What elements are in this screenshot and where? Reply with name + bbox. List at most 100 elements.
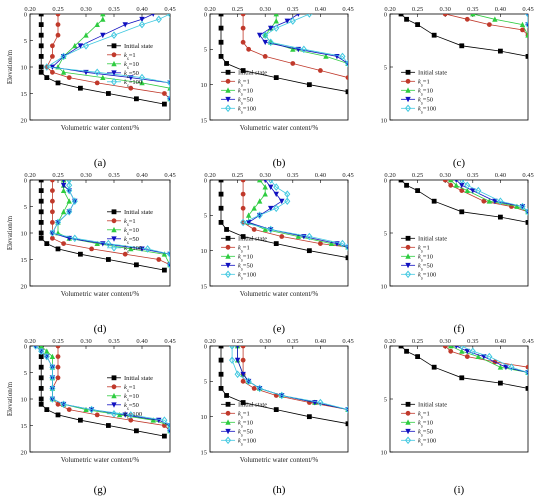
data-point <box>345 75 348 80</box>
plot-frame <box>209 13 349 121</box>
plot-frame <box>389 13 529 121</box>
data-point <box>128 417 134 423</box>
legend-marker <box>405 235 411 241</box>
data-point <box>50 220 55 225</box>
data-point <box>262 54 268 59</box>
data-point <box>66 198 72 204</box>
data-point <box>139 16 145 23</box>
data-point <box>66 186 73 195</box>
y-tick-label: 5 <box>204 379 207 386</box>
data-point <box>134 428 139 434</box>
series-line <box>237 346 348 410</box>
legend-label: ks=1 <box>418 411 430 421</box>
data-point <box>134 96 139 102</box>
x-tick-label: 0.35 <box>108 6 119 13</box>
x-tick-label: 0.45 <box>342 338 353 345</box>
x-tick-label: 0.45 <box>164 338 175 345</box>
data-point <box>267 38 274 47</box>
legend-marker <box>111 226 117 233</box>
data-point <box>106 91 111 96</box>
legend-marker <box>405 244 411 250</box>
x-tick-label: 0.35 <box>108 338 119 345</box>
data-point <box>459 182 465 189</box>
data-point <box>262 191 268 197</box>
data-point <box>38 375 44 381</box>
y-tick-label: 20 <box>21 117 28 124</box>
data-point <box>50 180 55 183</box>
series-1 <box>240 14 348 80</box>
data-point <box>38 220 44 225</box>
y-tick-label: 10 <box>201 414 208 421</box>
data-point <box>94 80 100 86</box>
x-tick-label: 0.40 <box>315 172 326 179</box>
data-point <box>240 357 246 363</box>
legend-marker <box>111 402 117 408</box>
y-tick-label: 20 <box>21 449 28 456</box>
data-point <box>55 364 61 370</box>
legend-label: ks=50 <box>238 429 253 439</box>
data-point <box>345 421 348 427</box>
x-tick-label: 0.20 <box>204 6 215 13</box>
legend-marker <box>225 428 231 435</box>
data-point <box>240 39 246 45</box>
data-point <box>234 357 241 364</box>
data-point <box>339 239 346 248</box>
series-0 <box>38 180 167 273</box>
series-line <box>242 346 348 410</box>
data-point <box>218 346 224 349</box>
x-tick-label: 0.25 <box>52 6 63 13</box>
data-point <box>481 198 487 204</box>
panel-label: (a) <box>94 157 107 169</box>
data-point <box>273 14 279 17</box>
x-tick-label: 0.25 <box>52 338 63 345</box>
legend-marker <box>225 96 231 103</box>
data-point <box>71 197 78 206</box>
legend-marker <box>111 52 117 58</box>
series-4 <box>49 180 170 269</box>
data-point <box>317 398 324 407</box>
legend-label: ks=50 <box>124 70 139 80</box>
legend-marker <box>225 401 231 407</box>
data-point <box>442 180 448 183</box>
legend-label: ks=50 <box>418 97 433 107</box>
data-point <box>94 240 100 246</box>
data-point <box>127 411 134 419</box>
data-point <box>55 375 61 381</box>
x-tick-label: 0.30 <box>80 172 91 179</box>
legend-label: ks=1 <box>124 52 136 62</box>
legend-label: ks=10 <box>418 254 433 264</box>
data-point <box>60 182 67 189</box>
data-point <box>236 346 240 349</box>
series-line <box>259 14 348 64</box>
data-point <box>525 386 528 391</box>
data-point <box>218 180 224 183</box>
x-tick-label: 0.30 <box>440 338 451 345</box>
data-point <box>72 42 78 49</box>
series-0 <box>218 14 348 95</box>
data-point <box>161 416 168 425</box>
data-point <box>82 41 90 50</box>
legend-label: ks=50 <box>238 263 253 273</box>
plot-frame <box>209 179 349 287</box>
legend-label: ks=50 <box>124 236 139 246</box>
legend-marker <box>111 60 117 67</box>
data-point <box>328 240 335 246</box>
data-point <box>306 414 312 420</box>
data-point <box>290 61 296 66</box>
legend-marker <box>225 410 231 416</box>
data-point <box>218 25 224 31</box>
data-point <box>38 235 44 241</box>
legend-marker <box>405 87 411 93</box>
legend-marker <box>225 87 231 93</box>
data-point <box>469 347 476 356</box>
data-point <box>229 356 236 364</box>
y-tick-label: 5 <box>384 230 387 237</box>
panel-f: 0.20 0.25 0.30 0.35 0.40 0.45 0 5 10 (f) Initial s… <box>381 172 534 335</box>
legend-marker <box>111 43 117 49</box>
data-point <box>498 48 503 54</box>
data-point <box>106 423 111 428</box>
